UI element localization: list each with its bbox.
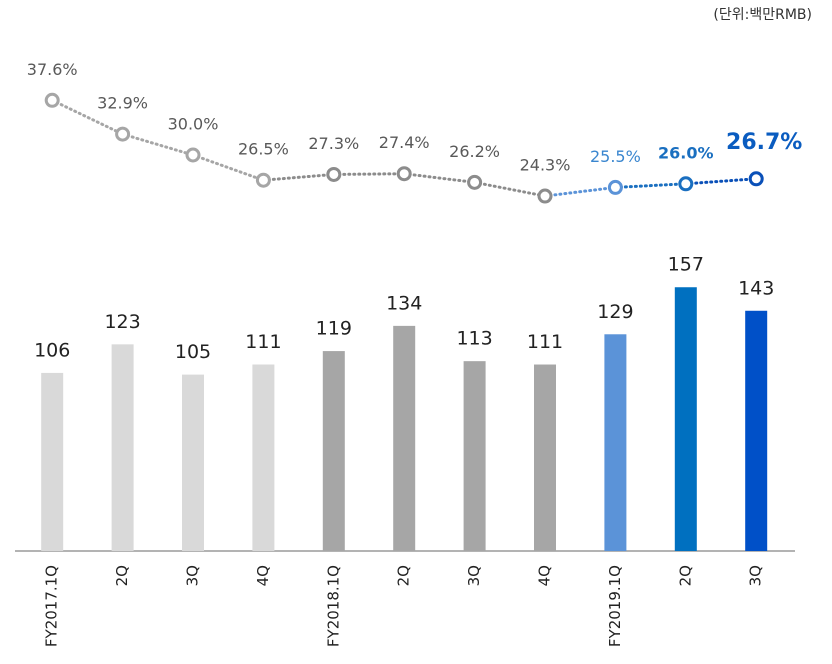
line-point — [678, 176, 694, 192]
bar-label: 134 — [386, 292, 422, 314]
x-tick-label: 2Q — [113, 565, 131, 586]
line-label: 26.5% — [238, 140, 289, 159]
bar-label: 106 — [34, 339, 70, 361]
line-label: 26.0% — [658, 143, 714, 162]
bar-label: 111 — [527, 331, 563, 353]
x-tick-label: 4Q — [536, 565, 554, 586]
line-segment — [473, 180, 547, 198]
line-segment — [332, 172, 406, 176]
bar — [393, 325, 416, 551]
line-point — [255, 172, 271, 188]
x-tick-label: 3Q — [465, 565, 483, 586]
bar-label: 157 — [668, 254, 704, 276]
line-label: 30.0% — [168, 115, 219, 134]
bar — [111, 344, 134, 551]
x-tick-label: 2Q — [676, 565, 694, 586]
line-point — [537, 188, 553, 204]
bar — [41, 372, 64, 551]
bar-label: 113 — [456, 328, 492, 350]
line-point — [607, 179, 623, 195]
bar-label: 129 — [597, 301, 633, 323]
bar — [745, 310, 768, 551]
bar — [463, 361, 486, 551]
line-segment — [402, 172, 477, 184]
x-tick-label: 3Q — [184, 565, 202, 586]
line-label: 25.5% — [590, 147, 641, 166]
bar-label: 105 — [175, 341, 211, 363]
line-segment — [50, 98, 125, 136]
x-tick-label: 3Q — [747, 565, 765, 586]
line-point — [748, 171, 764, 187]
bar — [604, 334, 627, 551]
line-label: 27.3% — [308, 134, 359, 153]
line-label: 26.7% — [726, 130, 802, 155]
line-point — [326, 166, 342, 182]
unit-label: (단위:백만RMB) — [713, 7, 812, 23]
line-point — [467, 174, 483, 190]
line-label: 37.6% — [27, 60, 78, 79]
line-segment — [191, 153, 265, 182]
bar-label: 123 — [104, 311, 140, 333]
line-label: 24.3% — [520, 156, 571, 175]
line-label: 32.9% — [97, 94, 148, 113]
line-segment — [613, 182, 688, 189]
line-point — [44, 92, 60, 108]
bar-label: 111 — [245, 331, 281, 353]
line-point — [185, 147, 201, 163]
line-segment — [121, 132, 195, 157]
x-tick-label: FY2017.1Q — [43, 565, 61, 647]
line-segment — [261, 172, 336, 182]
x-tick-label: FY2018.1Q — [324, 565, 342, 647]
line-point — [396, 166, 412, 182]
line-segment — [684, 177, 758, 186]
x-tick-label: 2Q — [395, 565, 413, 586]
x-tick-label: 4Q — [254, 565, 272, 586]
bar-label: 119 — [316, 318, 352, 340]
bar — [182, 374, 204, 551]
x-tick-label: FY2019.1Q — [606, 565, 624, 647]
bar-label: 143 — [738, 277, 774, 299]
line-label: 26.2% — [449, 142, 500, 161]
bar — [252, 364, 275, 551]
line-segment — [543, 185, 617, 198]
line-point — [115, 126, 131, 142]
bar — [674, 287, 697, 551]
line-label: 27.4% — [379, 133, 430, 152]
bar — [534, 364, 556, 551]
bar — [322, 351, 345, 551]
